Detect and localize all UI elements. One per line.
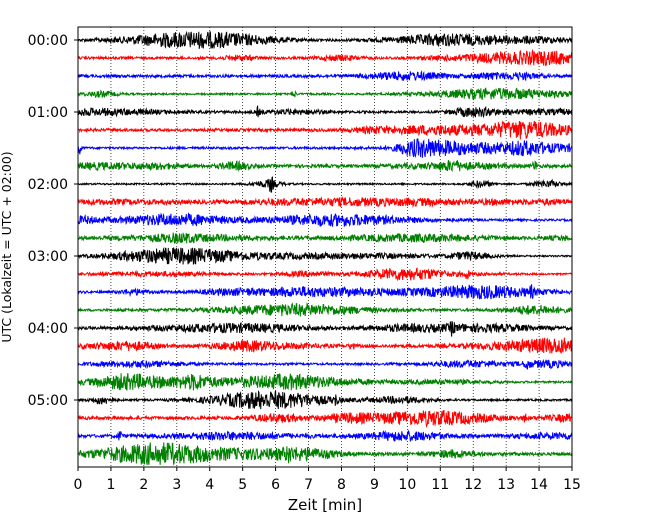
trace-10: [77, 211, 573, 228]
x-tick-label-3: 3: [172, 477, 181, 493]
y-tick-label-3: 03:00: [28, 249, 68, 265]
x-tick-label-11: 11: [431, 477, 449, 493]
y-tick-label-4: 04:00: [28, 321, 68, 337]
trace-21: [77, 410, 573, 429]
y-axis-ticks: 00:00 01:00 02:00 03:00 04:00 05:00: [28, 33, 78, 409]
y-tick-label-0: 00:00: [28, 33, 68, 49]
x-tick-label-12: 12: [464, 477, 482, 493]
y-tick-label-1: 01:00: [28, 105, 68, 121]
trace-5: [77, 120, 573, 140]
trace-8: [77, 176, 573, 193]
trace-23: [77, 442, 573, 466]
trace-19: [77, 372, 573, 391]
trace-17: [77, 337, 573, 354]
trace-14: [77, 284, 573, 300]
x-axis-ticks: 0 1 2 3 4 5 6 7 8 9 10 11 12 13 14 15: [74, 467, 581, 493]
trace-16: [77, 321, 573, 337]
trace-12: [77, 246, 573, 265]
trace-4: [77, 104, 573, 119]
x-tick-label-0: 0: [74, 477, 83, 493]
trace-13: [77, 267, 573, 282]
trace-6: [77, 138, 573, 158]
y-tick-label-5: 05:00: [28, 393, 68, 409]
x-tick-label-14: 14: [530, 477, 548, 493]
trace-2: [77, 70, 573, 82]
trace-18: [77, 358, 573, 370]
y-tick-label-2: 02:00: [28, 177, 68, 193]
trace-9: [77, 196, 573, 209]
trace-7: [77, 159, 573, 173]
x-tick-label-4: 4: [205, 477, 214, 493]
trace-1: [77, 49, 573, 67]
x-tick-label-5: 5: [238, 477, 247, 493]
trace-15: [77, 302, 573, 317]
x-axis-label: Zeit [min]: [288, 496, 362, 514]
trace-11: [77, 232, 573, 244]
trace-3: [77, 87, 573, 101]
trace-0: [77, 30, 573, 49]
x-tick-label-9: 9: [370, 477, 379, 493]
x-tick-label-1: 1: [106, 477, 115, 493]
trace-22: [77, 429, 573, 442]
x-tick-label-8: 8: [337, 477, 346, 493]
x-tick-label-13: 13: [497, 477, 515, 493]
x-tick-label-2: 2: [139, 477, 148, 493]
trace-20: [77, 389, 573, 410]
x-tick-label-7: 7: [304, 477, 313, 493]
x-tick-label-15: 15: [563, 477, 581, 493]
plot-frame: [77, 26, 573, 468]
seismogram-traces: [77, 30, 573, 466]
x-tick-label-6: 6: [271, 477, 280, 493]
x-tick-label-10: 10: [398, 477, 416, 493]
y-axis-label: UTC (Lokalzeit = UTC + 02:00): [0, 151, 14, 342]
